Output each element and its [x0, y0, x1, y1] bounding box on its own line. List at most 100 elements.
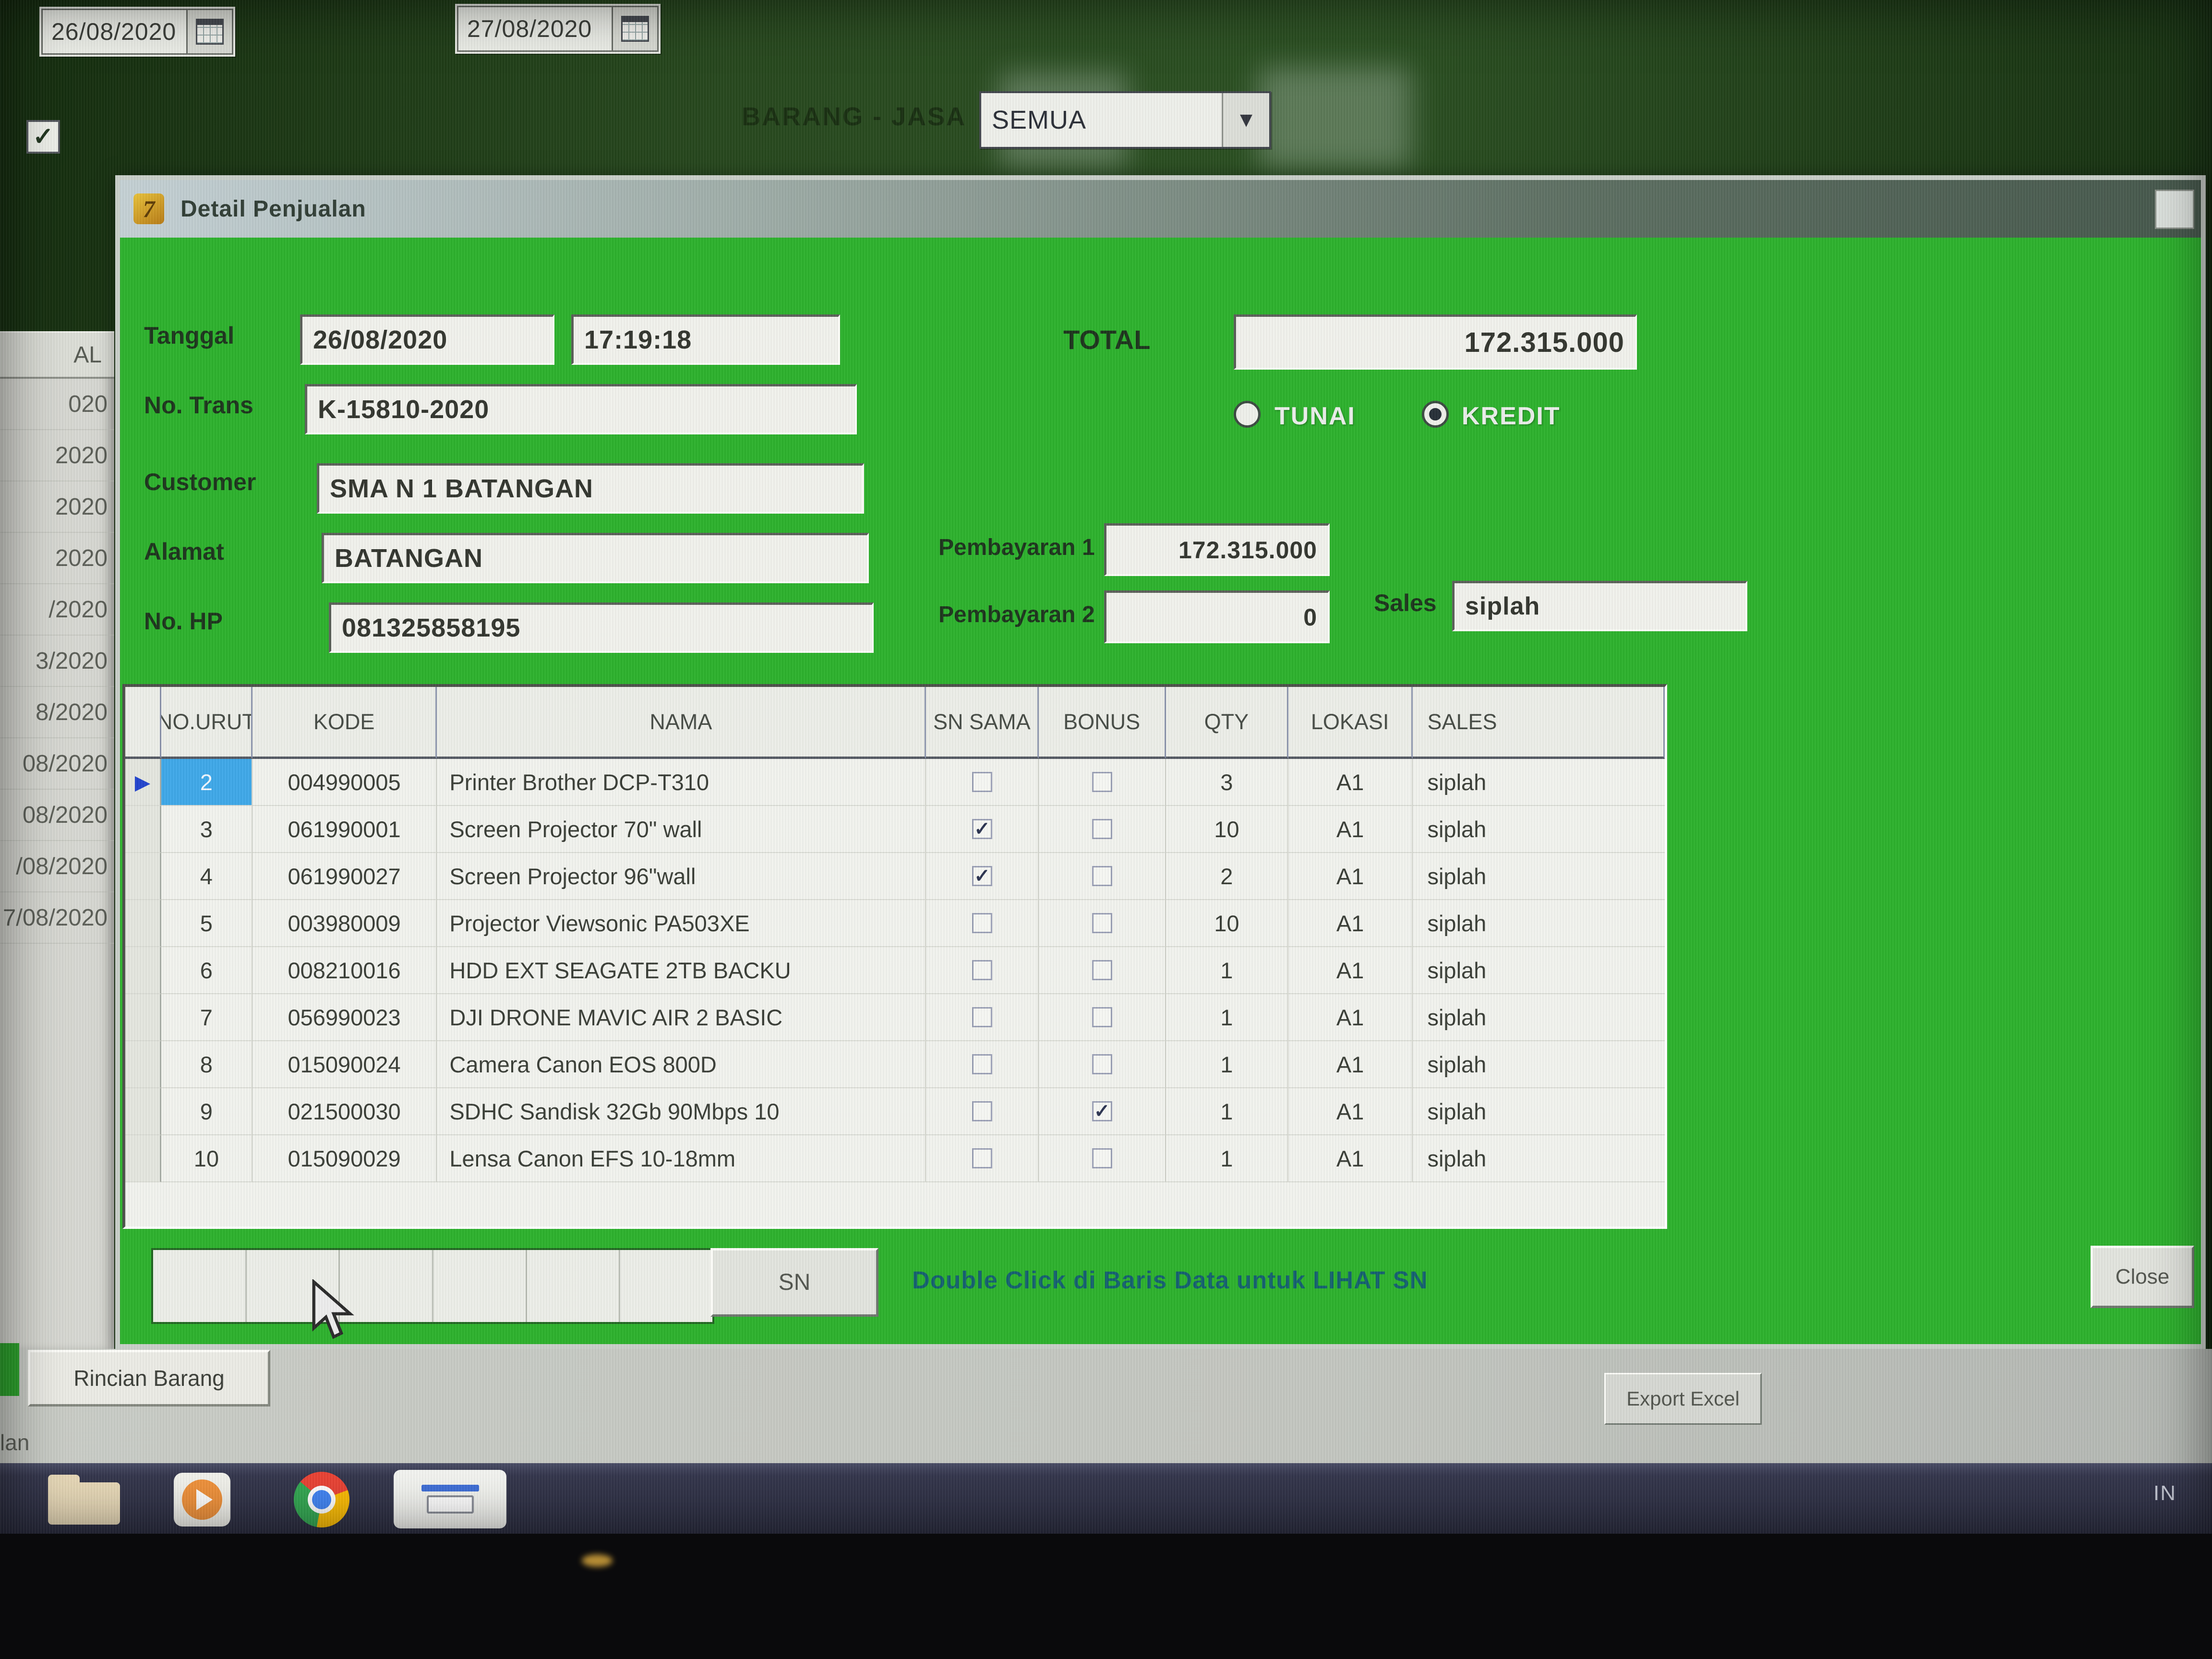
- sn-sama-checkbox[interactable]: [972, 772, 992, 792]
- bonus-checkbox[interactable]: [1092, 913, 1112, 933]
- tunai-radio[interactable]: [1234, 401, 1261, 428]
- row-selector-cell[interactable]: [125, 947, 161, 994]
- bonus-checkbox[interactable]: ✓: [1092, 1101, 1112, 1122]
- row-selector-cell[interactable]: [125, 1088, 161, 1135]
- header-sales: SALES: [1413, 687, 1665, 759]
- date-to-calendar-button[interactable]: [612, 6, 659, 52]
- table-row[interactable]: 7 056990023 DJI DRONE MAVIC AIR 2 BASIC 1 A1…: [125, 994, 1665, 1041]
- bonus-checkbox[interactable]: [1092, 1054, 1112, 1074]
- bonus-checkbox[interactable]: [1092, 1007, 1112, 1027]
- bonus-checkbox[interactable]: [1092, 1148, 1112, 1168]
- cell-bonus: [1039, 759, 1166, 806]
- table-row[interactable]: 3 061990001 Screen Projector 70" wall ✓ 10 A1…: [125, 806, 1665, 853]
- sn-sama-checkbox[interactable]: [972, 1007, 992, 1027]
- chrome-icon[interactable]: [294, 1472, 349, 1527]
- rincian-barang-tab[interactable]: Rincian Barang: [28, 1350, 270, 1407]
- row-selector-cell[interactable]: [125, 900, 161, 947]
- sn-sama-checkbox[interactable]: [972, 1054, 992, 1074]
- date-to-field[interactable]: 27/08/2020: [455, 4, 661, 54]
- footer-cell: [620, 1250, 713, 1322]
- export-excel-button[interactable]: Export Excel: [1604, 1373, 1762, 1425]
- sn-sama-checkbox[interactable]: [972, 1101, 992, 1121]
- language-indicator[interactable]: IN: [2153, 1481, 2176, 1505]
- row-selector-cell[interactable]: [125, 806, 161, 853]
- date-from-input[interactable]: 26/08/2020: [41, 9, 186, 55]
- table-row[interactable]: 9 021500030 SDHC Sandisk 32Gb 90Mbps 10 ✓ 1 A…: [125, 1088, 1665, 1135]
- tanggal-label: Tanggal: [144, 322, 234, 349]
- sn-sama-checkbox[interactable]: ✓: [972, 818, 992, 840]
- cell-bonus: [1039, 806, 1166, 853]
- table-row[interactable]: 10 015090029 Lensa Canon EFS 10-18mm 1 A1 sip…: [125, 1135, 1665, 1182]
- no-hp-input[interactable]: 081325858195: [329, 602, 874, 653]
- tanggal-date-input[interactable]: 26/08/2020: [300, 314, 554, 365]
- media-player-icon[interactable]: [174, 1473, 230, 1527]
- barang-jasa-dropdown[interactable]: SEMUA ▼: [979, 91, 1271, 149]
- sales-input[interactable]: siplah: [1452, 581, 1747, 631]
- filter-checkbox[interactable]: ✓: [26, 120, 60, 154]
- background-fragment: [0, 1343, 19, 1396]
- bonus-checkbox[interactable]: [1092, 866, 1112, 886]
- dialog-titlebar[interactable]: 7 Detail Penjualan: [120, 180, 2201, 238]
- background-date-fragment: /08/2020: [0, 841, 114, 892]
- sn-sama-checkbox[interactable]: ✓: [972, 866, 992, 887]
- sn-sama-checkbox[interactable]: [972, 1148, 992, 1168]
- row-selector-header: [125, 687, 161, 759]
- cell-sn-sama: [926, 994, 1039, 1041]
- customer-label: Customer: [144, 469, 256, 495]
- cell-sales: siplah: [1413, 759, 1665, 806]
- cell-sn-sama: [926, 1041, 1039, 1088]
- folder-icon[interactable]: [48, 1482, 120, 1525]
- kredit-radio[interactable]: [1422, 401, 1449, 428]
- bonus-checkbox[interactable]: [1092, 819, 1112, 839]
- date-from-calendar-button[interactable]: [186, 9, 233, 55]
- table-row[interactable]: 5 003980009 Projector Viewsonic PA503XE 10 A…: [125, 900, 1665, 947]
- cell-kode: 015090029: [252, 1135, 437, 1182]
- cell-no-urut: 8: [161, 1041, 252, 1088]
- cell-bonus: [1039, 947, 1166, 994]
- cell-sn-sama: [926, 900, 1039, 947]
- row-selector-cell[interactable]: ▶: [125, 759, 161, 806]
- customer-input[interactable]: SMA N 1 BATANGAN: [317, 463, 864, 514]
- cell-kode: 061990001: [252, 806, 437, 853]
- tanggal-time-input[interactable]: 17:19:18: [571, 314, 840, 365]
- pos-app-icon[interactable]: [394, 1470, 506, 1528]
- cell-sales: siplah: [1413, 1041, 1665, 1088]
- cell-sn-sama: [926, 759, 1039, 806]
- table-row[interactable]: 8 015090024 Camera Canon EOS 800D 1 A1 siplah: [125, 1041, 1665, 1088]
- table-row[interactable]: ▶ 2 004990005 Printer Brother DCP-T310 3 A1 si…: [125, 759, 1665, 806]
- sn-sama-checkbox[interactable]: [972, 960, 992, 980]
- row-selector-cell[interactable]: [125, 1041, 161, 1088]
- footer-cell: [340, 1250, 434, 1322]
- footer-cell: [433, 1250, 527, 1322]
- date-from-field[interactable]: 26/08/2020: [39, 7, 235, 57]
- cell-nama: Screen Projector 70" wall: [437, 806, 926, 853]
- total-label: TOTAL: [1063, 325, 1151, 355]
- cell-sales: siplah: [1413, 900, 1665, 947]
- bonus-checkbox[interactable]: [1092, 772, 1112, 792]
- cell-sn-sama: [926, 947, 1039, 994]
- alamat-input[interactable]: BATANGAN: [322, 533, 869, 583]
- bonus-checkbox[interactable]: [1092, 960, 1112, 980]
- cell-lokasi: A1: [1288, 900, 1413, 947]
- close-button[interactable]: Close: [2091, 1246, 2194, 1308]
- pembayaran1-input[interactable]: 172.315.000: [1104, 523, 1330, 576]
- pembayaran2-label: Pembayaran 2: [938, 602, 1095, 627]
- parent-window-background: [0, 1349, 2212, 1463]
- barang-jasa-dropdown-value: SEMUA: [992, 106, 1087, 134]
- table-row[interactable]: 6 008210016 HDD EXT SEAGATE 2TB BACKU 1 A1 si…: [125, 947, 1665, 994]
- row-selector-cell[interactable]: [125, 853, 161, 900]
- sn-button[interactable]: SN: [710, 1248, 878, 1317]
- cell-sales: siplah: [1413, 947, 1665, 994]
- cell-nama: SDHC Sandisk 32Gb 90Mbps 10: [437, 1088, 926, 1135]
- no-trans-input[interactable]: K-15810-2020: [305, 384, 857, 434]
- table-row[interactable]: 4 061990027 Screen Projector 96"wall ✓ 2 A1 si…: [125, 853, 1665, 900]
- row-selector-cell[interactable]: [125, 994, 161, 1041]
- date-to-input[interactable]: 27/08/2020: [457, 6, 612, 52]
- row-selector-cell[interactable]: [125, 1135, 161, 1182]
- sn-sama-checkbox[interactable]: [972, 913, 992, 933]
- calendar-icon: [196, 19, 224, 45]
- titlebar-button[interactable]: [2155, 190, 2194, 229]
- background-date-fragment: 08/2020: [0, 790, 114, 841]
- chevron-down-icon[interactable]: ▼: [1222, 93, 1269, 147]
- pembayaran2-input[interactable]: 0: [1104, 590, 1330, 643]
